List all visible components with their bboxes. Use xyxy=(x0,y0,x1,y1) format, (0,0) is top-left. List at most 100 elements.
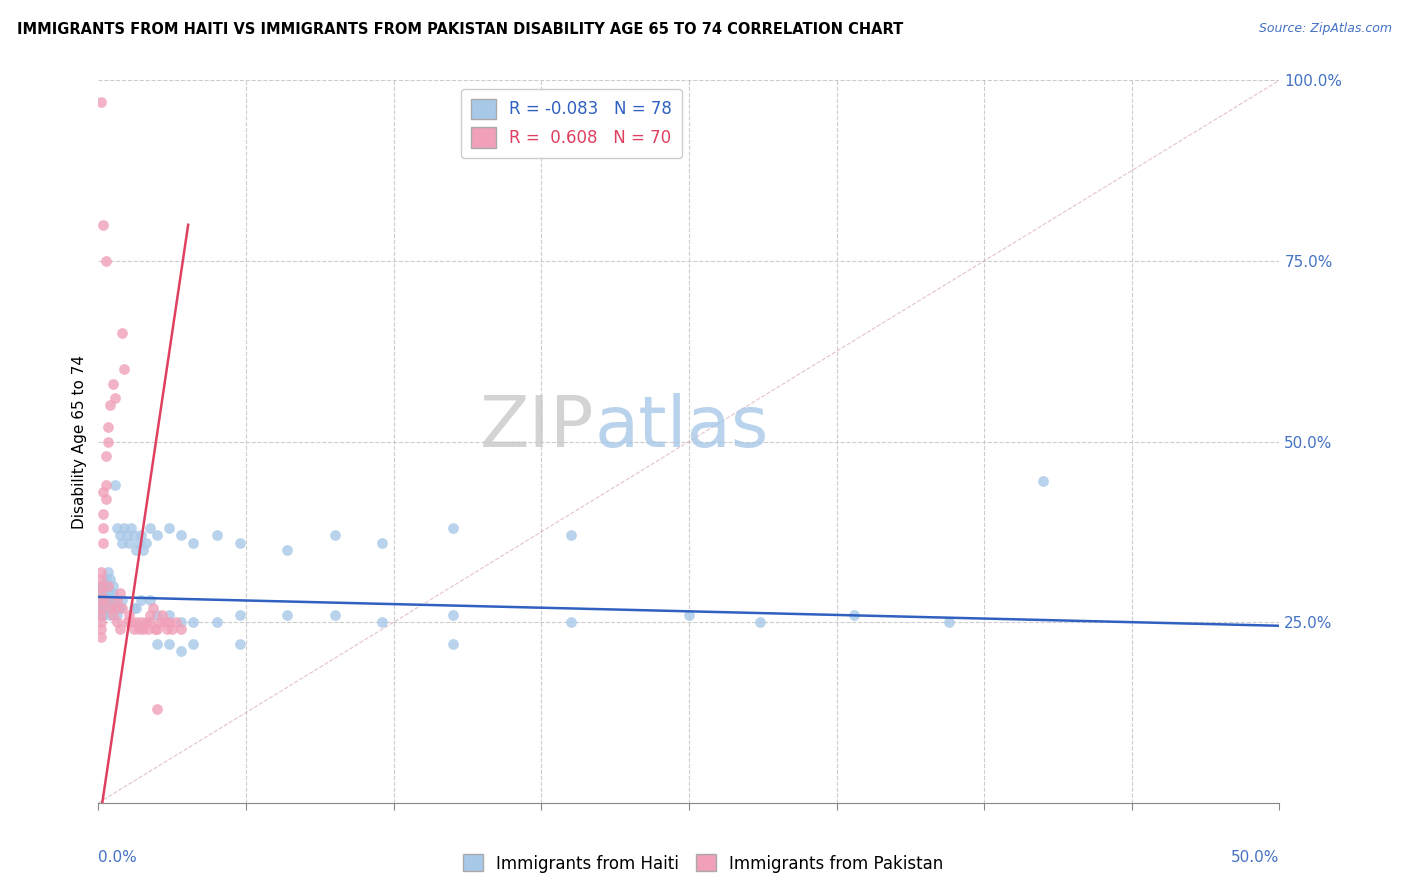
Point xyxy=(560,528,582,542)
Point xyxy=(129,528,152,542)
Point xyxy=(150,607,173,622)
Point xyxy=(146,623,169,637)
Point xyxy=(323,607,346,622)
Point xyxy=(101,600,124,615)
Point xyxy=(146,637,169,651)
Point xyxy=(105,521,128,535)
Point xyxy=(97,420,120,434)
Point xyxy=(90,630,112,644)
Point xyxy=(371,615,394,630)
Point xyxy=(90,623,112,637)
Point xyxy=(205,615,228,630)
Point xyxy=(149,615,172,630)
Point xyxy=(98,398,121,412)
Point xyxy=(90,607,112,622)
Point xyxy=(229,535,252,549)
Point xyxy=(105,593,128,607)
Point xyxy=(560,615,582,630)
Point xyxy=(132,623,155,637)
Point xyxy=(157,615,180,630)
Point xyxy=(104,478,127,492)
Point xyxy=(142,600,165,615)
Point xyxy=(98,600,121,615)
Point xyxy=(146,702,169,716)
Point xyxy=(101,593,124,607)
Point xyxy=(90,600,112,615)
Y-axis label: Disability Age 65 to 74: Disability Age 65 to 74 xyxy=(72,354,87,529)
Legend: Immigrants from Haiti, Immigrants from Pakistan: Immigrants from Haiti, Immigrants from P… xyxy=(456,847,950,880)
Point xyxy=(91,507,114,521)
Point xyxy=(94,253,117,268)
Point xyxy=(139,607,162,622)
Point xyxy=(90,579,112,593)
Point xyxy=(125,600,148,615)
Point xyxy=(94,600,117,615)
Point xyxy=(129,615,152,630)
Point xyxy=(91,218,114,232)
Point xyxy=(94,449,117,463)
Point xyxy=(136,623,159,637)
Point xyxy=(125,542,148,557)
Point xyxy=(108,600,131,615)
Point xyxy=(125,615,148,630)
Point xyxy=(678,607,700,622)
Point xyxy=(112,521,135,535)
Point xyxy=(276,542,298,557)
Point xyxy=(276,607,298,622)
Point xyxy=(101,579,124,593)
Point xyxy=(108,623,131,637)
Point xyxy=(128,535,150,549)
Point xyxy=(132,542,155,557)
Point xyxy=(104,391,127,405)
Point xyxy=(101,586,124,600)
Text: IMMIGRANTS FROM HAITI VS IMMIGRANTS FROM PAKISTAN DISABILITY AGE 65 TO 74 CORREL: IMMIGRANTS FROM HAITI VS IMMIGRANTS FROM… xyxy=(17,22,903,37)
Point xyxy=(101,607,124,622)
Point xyxy=(146,528,169,542)
Point xyxy=(121,521,143,535)
Point xyxy=(94,593,117,607)
Point xyxy=(98,586,121,600)
Point xyxy=(441,521,464,535)
Point xyxy=(115,528,138,542)
Point xyxy=(91,593,114,607)
Point xyxy=(441,607,464,622)
Point xyxy=(105,600,128,615)
Point xyxy=(1032,475,1054,489)
Point xyxy=(139,615,162,630)
Text: 50.0%: 50.0% xyxy=(1232,850,1279,864)
Point xyxy=(156,623,179,637)
Point xyxy=(90,572,112,586)
Point xyxy=(111,593,134,607)
Point xyxy=(90,600,112,615)
Point xyxy=(160,623,183,637)
Point xyxy=(104,593,127,607)
Point xyxy=(111,600,134,615)
Point xyxy=(90,593,112,607)
Point xyxy=(90,586,112,600)
Point xyxy=(205,528,228,542)
Point xyxy=(98,607,121,622)
Point xyxy=(112,362,135,376)
Point xyxy=(105,607,128,622)
Point xyxy=(135,615,157,630)
Text: 0.0%: 0.0% xyxy=(98,850,138,864)
Point xyxy=(157,637,180,651)
Point xyxy=(90,579,112,593)
Point xyxy=(105,615,128,630)
Point xyxy=(165,615,187,630)
Point xyxy=(115,615,138,630)
Point xyxy=(121,615,143,630)
Point xyxy=(90,565,112,579)
Point xyxy=(104,600,127,615)
Point xyxy=(139,593,162,607)
Point xyxy=(91,485,114,500)
Point xyxy=(143,623,166,637)
Point xyxy=(97,434,120,449)
Point xyxy=(229,637,252,651)
Text: ZIP: ZIP xyxy=(479,392,595,461)
Point xyxy=(146,607,169,622)
Point xyxy=(170,528,193,542)
Point xyxy=(98,572,121,586)
Point xyxy=(170,623,193,637)
Point xyxy=(94,579,117,593)
